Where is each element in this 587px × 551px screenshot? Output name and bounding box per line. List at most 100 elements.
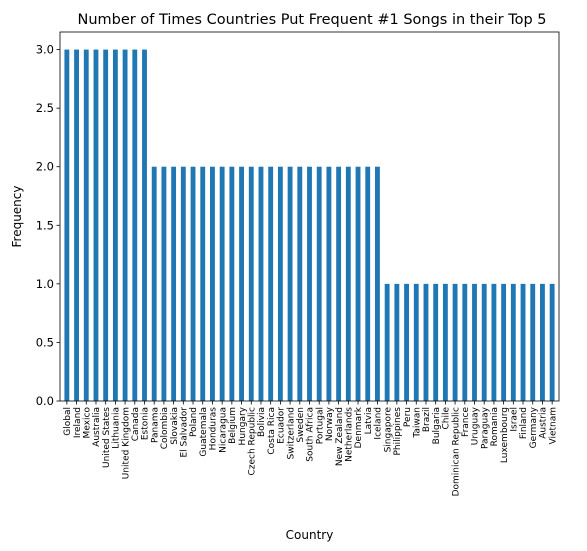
x-tick-label: Panama <box>150 407 160 443</box>
y-axis-ticks: 0.0 0.5 1.0 1.5 2.0 2.5 3.0 <box>36 43 60 408</box>
bar <box>248 166 254 401</box>
x-tick-label: Peru <box>403 407 413 427</box>
x-tick-label: Poland <box>189 407 199 437</box>
x-tick-label: United Kingdom <box>121 407 131 479</box>
y-tick-label: 0.5 <box>36 335 54 349</box>
x-tick-label: Latvia <box>364 407 374 434</box>
x-tick-label: Dominican Republic <box>451 407 461 496</box>
bar <box>491 283 497 401</box>
bar <box>268 166 274 401</box>
x-tick-label: Australia <box>92 407 102 447</box>
bar <box>336 166 342 401</box>
x-tick-label: Costa Rica <box>267 407 277 455</box>
x-tick-label: Colombia <box>160 407 170 449</box>
x-tick-label: Guatemala <box>199 407 209 457</box>
y-tick-label: 2.5 <box>36 101 54 115</box>
x-tick-label: Paraguay <box>480 406 490 449</box>
x-tick-label: Slovakia <box>170 407 180 445</box>
x-tick-label: Singapore <box>383 407 393 453</box>
x-tick-label: Philippines <box>393 407 403 456</box>
x-tick-label: United States <box>102 407 112 468</box>
bar <box>171 166 177 401</box>
bar <box>423 283 429 401</box>
chart-title: Number of Times Countries Put Frequent #… <box>78 12 547 28</box>
x-tick-label: Iceland <box>374 407 384 440</box>
bar <box>355 166 361 401</box>
bar <box>316 166 322 401</box>
x-tick-label: South Africa <box>306 407 316 462</box>
x-tick-label: Czech Republic <box>247 407 257 476</box>
bar <box>326 166 332 401</box>
x-tick-label: Netherlands <box>345 407 355 462</box>
bar <box>452 283 458 401</box>
x-tick-label: Mexico <box>82 407 92 439</box>
bar <box>481 283 487 401</box>
bar <box>142 49 147 401</box>
bar <box>239 166 244 401</box>
x-tick-label: Nicaragua <box>218 407 228 453</box>
y-tick-label: 1.0 <box>36 277 54 291</box>
bar <box>277 166 283 401</box>
bar <box>549 283 555 401</box>
bar <box>64 49 70 401</box>
bar <box>180 166 186 401</box>
bar <box>520 283 526 401</box>
x-tick-label: Vietnam <box>548 407 558 445</box>
x-tick-label: Luxembourg <box>500 407 510 463</box>
bar <box>122 49 128 401</box>
bar <box>404 283 409 401</box>
bar <box>384 283 390 401</box>
bar <box>229 166 235 401</box>
y-tick-label: 3.0 <box>36 43 54 57</box>
bar <box>210 166 215 401</box>
x-tick-label: Israel <box>510 407 520 432</box>
x-tick-label: Finland <box>519 407 529 439</box>
x-tick-label: Global <box>63 407 73 436</box>
bar <box>365 166 371 401</box>
x-tick-label: Romania <box>490 407 500 446</box>
bars-group <box>64 49 555 401</box>
x-tick-label: Uruguay <box>471 406 481 445</box>
x-tick-label: New Zealand <box>335 407 345 466</box>
bar <box>103 49 109 401</box>
x-tick-label: Hungary <box>238 406 248 445</box>
x-axis-ticks: Global Ireland Mexico Australia United State… <box>63 401 558 496</box>
x-tick-label: Portugal <box>315 407 325 444</box>
bar <box>83 49 89 401</box>
y-tick-label: 2.0 <box>36 160 54 174</box>
x-tick-label: Brazil <box>422 407 432 432</box>
bar <box>442 283 448 401</box>
bar <box>501 283 507 401</box>
x-tick-label: Chile <box>442 407 452 430</box>
x-tick-label: El Salvador <box>180 407 190 458</box>
bar <box>307 166 312 401</box>
bar <box>93 49 99 401</box>
x-tick-label: Bulgaria <box>432 407 442 444</box>
x-tick-label: Switzerland <box>286 407 296 460</box>
bar <box>540 283 545 401</box>
bar <box>190 166 196 401</box>
bar <box>219 166 225 401</box>
x-tick-label: Austria <box>539 407 549 439</box>
x-tick-label: Canada <box>131 407 141 441</box>
x-tick-label: Denmark <box>354 406 364 448</box>
bar <box>297 166 303 401</box>
x-tick-label: Norway <box>325 406 335 441</box>
bar <box>433 283 439 401</box>
y-axis-label: Frequency <box>10 186 24 248</box>
x-tick-label: Ireland <box>73 407 83 438</box>
x-tick-label: Lithuania <box>112 407 122 449</box>
bar <box>462 283 468 401</box>
bar <box>132 49 138 401</box>
x-axis-label: Country <box>286 528 334 542</box>
x-tick-label: Germany <box>529 406 539 448</box>
bar <box>287 166 293 401</box>
bar <box>112 49 118 401</box>
y-tick-label: 0.0 <box>36 394 54 408</box>
x-tick-label: Taiwan <box>412 407 422 439</box>
bar <box>510 283 516 401</box>
bar <box>151 166 157 401</box>
x-tick-label: Ecuador <box>277 407 287 444</box>
bar <box>345 166 351 401</box>
